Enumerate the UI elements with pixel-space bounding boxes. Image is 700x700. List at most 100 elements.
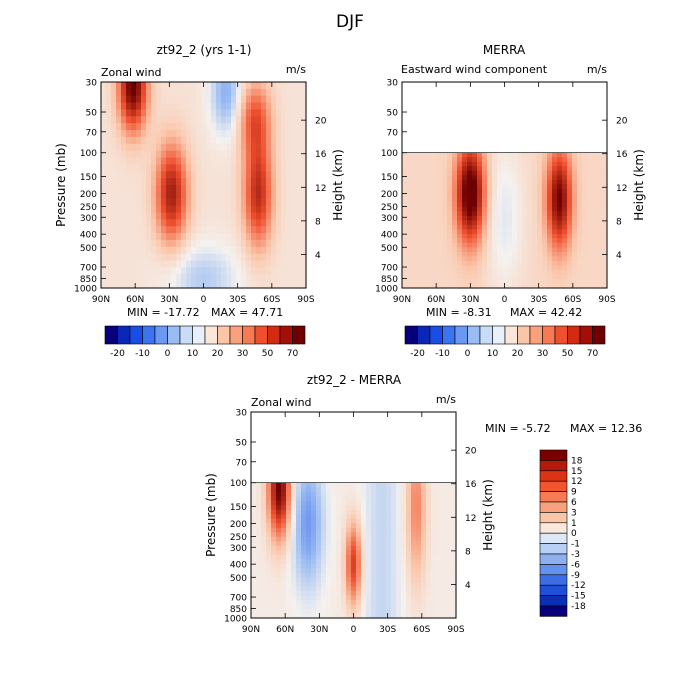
field-cell: [487, 224, 493, 230]
field-cell: [597, 215, 603, 221]
field-cell: [492, 247, 498, 253]
field-cell: [191, 205, 197, 214]
field-cell: [286, 568, 292, 574]
field-cell: [452, 274, 458, 280]
field-cell: [251, 527, 257, 533]
field-cell: [547, 202, 553, 208]
field-cell: [452, 242, 458, 249]
colorbar-label: 0: [465, 349, 471, 359]
field-cell: [246, 226, 252, 234]
field-cell: [326, 595, 332, 601]
field-cell: [146, 164, 152, 172]
field-cell: [261, 267, 267, 275]
diff-colorbar-swatch: [539, 574, 568, 586]
field-cell: [447, 206, 453, 212]
field-cell: [592, 238, 598, 244]
field-cell: [131, 109, 137, 117]
field-cell: [371, 514, 377, 520]
field-cell: [396, 608, 402, 615]
field-cell: [547, 157, 553, 163]
field-cell: [552, 184, 558, 190]
field-cell: [381, 491, 387, 497]
field-cell: [356, 509, 362, 515]
field-cell: [351, 491, 357, 497]
field-cell: [261, 253, 267, 262]
field-cell: [547, 215, 553, 221]
field-cell: [271, 246, 277, 255]
field-cell: [271, 604, 277, 610]
field-cell: [437, 215, 443, 221]
field-cell: [446, 595, 452, 601]
field-cell: [366, 577, 372, 583]
field-cell: [321, 523, 327, 529]
field-cell: [336, 509, 342, 515]
field-cell: [507, 251, 513, 258]
field-cell: [417, 206, 423, 212]
field-cell: [442, 238, 448, 244]
field-cell: [552, 157, 558, 163]
field-cell: [602, 184, 608, 190]
height-axis-label: Height (km): [331, 149, 345, 220]
field-cell: [371, 532, 377, 538]
field-cell: [587, 220, 593, 226]
field-cell: [396, 568, 402, 574]
field-cell: [361, 523, 367, 529]
field-cell: [401, 505, 407, 511]
field-cell: [126, 185, 132, 193]
field-cell: [236, 212, 242, 220]
field-cell: [296, 487, 302, 493]
field-cell: [507, 247, 513, 253]
field-cell: [236, 178, 242, 186]
field-cell: [592, 229, 598, 235]
field-cell: [251, 559, 257, 565]
field-cell: [371, 608, 377, 615]
field-cell: [411, 581, 417, 588]
field-cell: [341, 559, 347, 565]
pressure-tick-label: 1000: [375, 285, 398, 295]
field-cell: [226, 267, 232, 275]
field-cell: [592, 152, 598, 158]
field-cell: [562, 220, 568, 226]
field-cell: [331, 482, 337, 488]
field-cell: [572, 283, 578, 289]
field-cell: [271, 563, 277, 569]
height-tick-label: 12: [616, 184, 627, 194]
field-cell: [276, 281, 282, 289]
field-cell: [101, 281, 107, 289]
field-cell: [246, 233, 252, 241]
field-cell: [241, 88, 247, 97]
field-cell: [446, 527, 452, 533]
field-cell: [311, 509, 317, 515]
field-cell: [106, 109, 112, 117]
field-cell: [206, 157, 212, 165]
field-cell: [412, 179, 418, 185]
field-cell: [502, 215, 508, 221]
field-cell: [597, 247, 603, 253]
field-cell: [532, 197, 538, 203]
field-cell: [597, 229, 603, 235]
field-cell: [291, 545, 297, 551]
field-cell: [447, 166, 453, 172]
field-cell: [462, 197, 468, 203]
field-cell: [281, 599, 287, 606]
field-cell: [417, 166, 423, 172]
field-cell: [487, 157, 493, 163]
field-cell: [191, 136, 197, 145]
field-cell: [487, 283, 493, 289]
field-cell: [396, 572, 402, 579]
field-cell: [226, 157, 232, 165]
field-cell: [597, 206, 603, 212]
field-cell: [296, 191, 302, 200]
field-cell: [196, 185, 202, 193]
field-cell: [567, 224, 573, 230]
field-cell: [507, 265, 513, 271]
field-cell: [246, 274, 252, 282]
field-cell: [121, 136, 127, 145]
field-cell: [482, 179, 488, 185]
field-cell: [166, 143, 172, 152]
field-cell: [507, 193, 513, 199]
colorbar-label: 20: [512, 349, 524, 359]
field-cell: [482, 152, 488, 158]
field-cell: [291, 191, 297, 200]
field-cell: [467, 179, 473, 185]
